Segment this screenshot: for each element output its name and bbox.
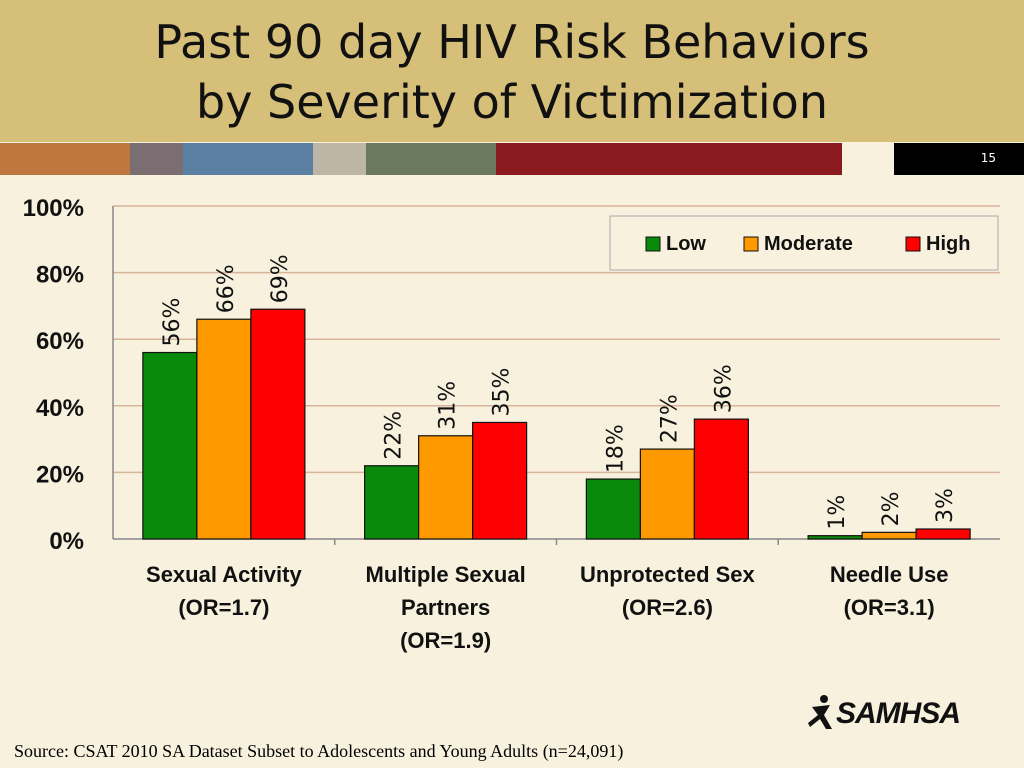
category-label: (OR=3.1): [844, 595, 935, 620]
bar-high: [250, 308, 306, 540]
bar-moderate: [418, 435, 474, 540]
bar-high: [693, 418, 749, 540]
data-label: 3%: [933, 488, 958, 523]
legend-box: [609, 215, 999, 271]
data-label: 2%: [879, 491, 904, 526]
y-tick-label: 40%: [36, 395, 84, 422]
legend-swatch: [645, 236, 661, 252]
bar-low: [364, 465, 420, 540]
category-label: Unprotected Sex: [580, 562, 756, 587]
y-tick-label: 100%: [23, 195, 84, 222]
title-line: Past 90 day HIV Risk Behaviors: [154, 15, 870, 69]
bar-moderate: [639, 448, 695, 540]
strip-segment: [366, 143, 496, 175]
data-label: 69%: [268, 254, 293, 303]
y-tick-label: 60%: [36, 328, 84, 355]
bar-low: [585, 478, 641, 540]
bar-high: [472, 421, 528, 540]
data-label: 22%: [382, 411, 407, 460]
data-label: 1%: [825, 495, 850, 530]
strip-segment: [842, 143, 894, 175]
category-label: Sexual Activity: [146, 562, 302, 587]
legend-swatch: [905, 236, 921, 252]
legend-label: High: [926, 233, 970, 255]
category-label: Partners: [401, 595, 490, 620]
y-tick-label: 0%: [49, 528, 84, 555]
bar-low: [142, 351, 198, 540]
samhsa-logo: SAMHSA: [806, 687, 966, 737]
category-label: Multiple Sexual: [366, 562, 526, 587]
bar-chart: 0% 20% 40% 60% 80% 100% 56% 66% 69% Sexual Activi…: [23, 195, 1000, 653]
strip-segment: [183, 143, 313, 175]
data-label: 18%: [603, 424, 628, 473]
data-label: 66%: [214, 264, 239, 313]
strip-segment: [496, 143, 842, 175]
y-tick-label: 80%: [36, 262, 84, 289]
data-label: 56%: [160, 298, 185, 347]
title-line: by Severity of Victimization: [196, 75, 828, 129]
title-band: [0, 0, 1024, 142]
bar-moderate: [861, 531, 917, 540]
slide-number: 15: [894, 143, 1024, 175]
data-label: 36%: [711, 364, 736, 413]
bar-high: [915, 528, 971, 540]
strip-segment: [130, 143, 183, 175]
data-label: 35%: [490, 368, 515, 417]
color-strip: [0, 143, 894, 175]
bar-moderate: [196, 318, 252, 540]
source-note: Source: CSAT 2010 SA Dataset Subset to A…: [14, 741, 624, 761]
category-label: (OR=1.9): [400, 628, 491, 653]
slide-title: Past 90 day HIV Risk Behaviors by Severit…: [0, 12, 1024, 132]
legend-swatch: [743, 236, 759, 252]
legend-label: Low: [666, 233, 706, 255]
logo-text: SAMHSA: [836, 697, 961, 730]
strip-segment: [0, 143, 130, 175]
y-tick-label: 20%: [36, 461, 84, 488]
category-label: Needle Use: [830, 562, 949, 587]
data-label: 31%: [436, 381, 461, 430]
legend-label: Moderate: [764, 233, 853, 255]
bar-low: [807, 535, 863, 540]
person-figure-icon: [808, 695, 832, 729]
data-label: 27%: [657, 394, 682, 443]
category-label: (OR=1.7): [178, 595, 269, 620]
category-label: (OR=2.6): [622, 595, 713, 620]
strip-segment: [313, 143, 366, 175]
